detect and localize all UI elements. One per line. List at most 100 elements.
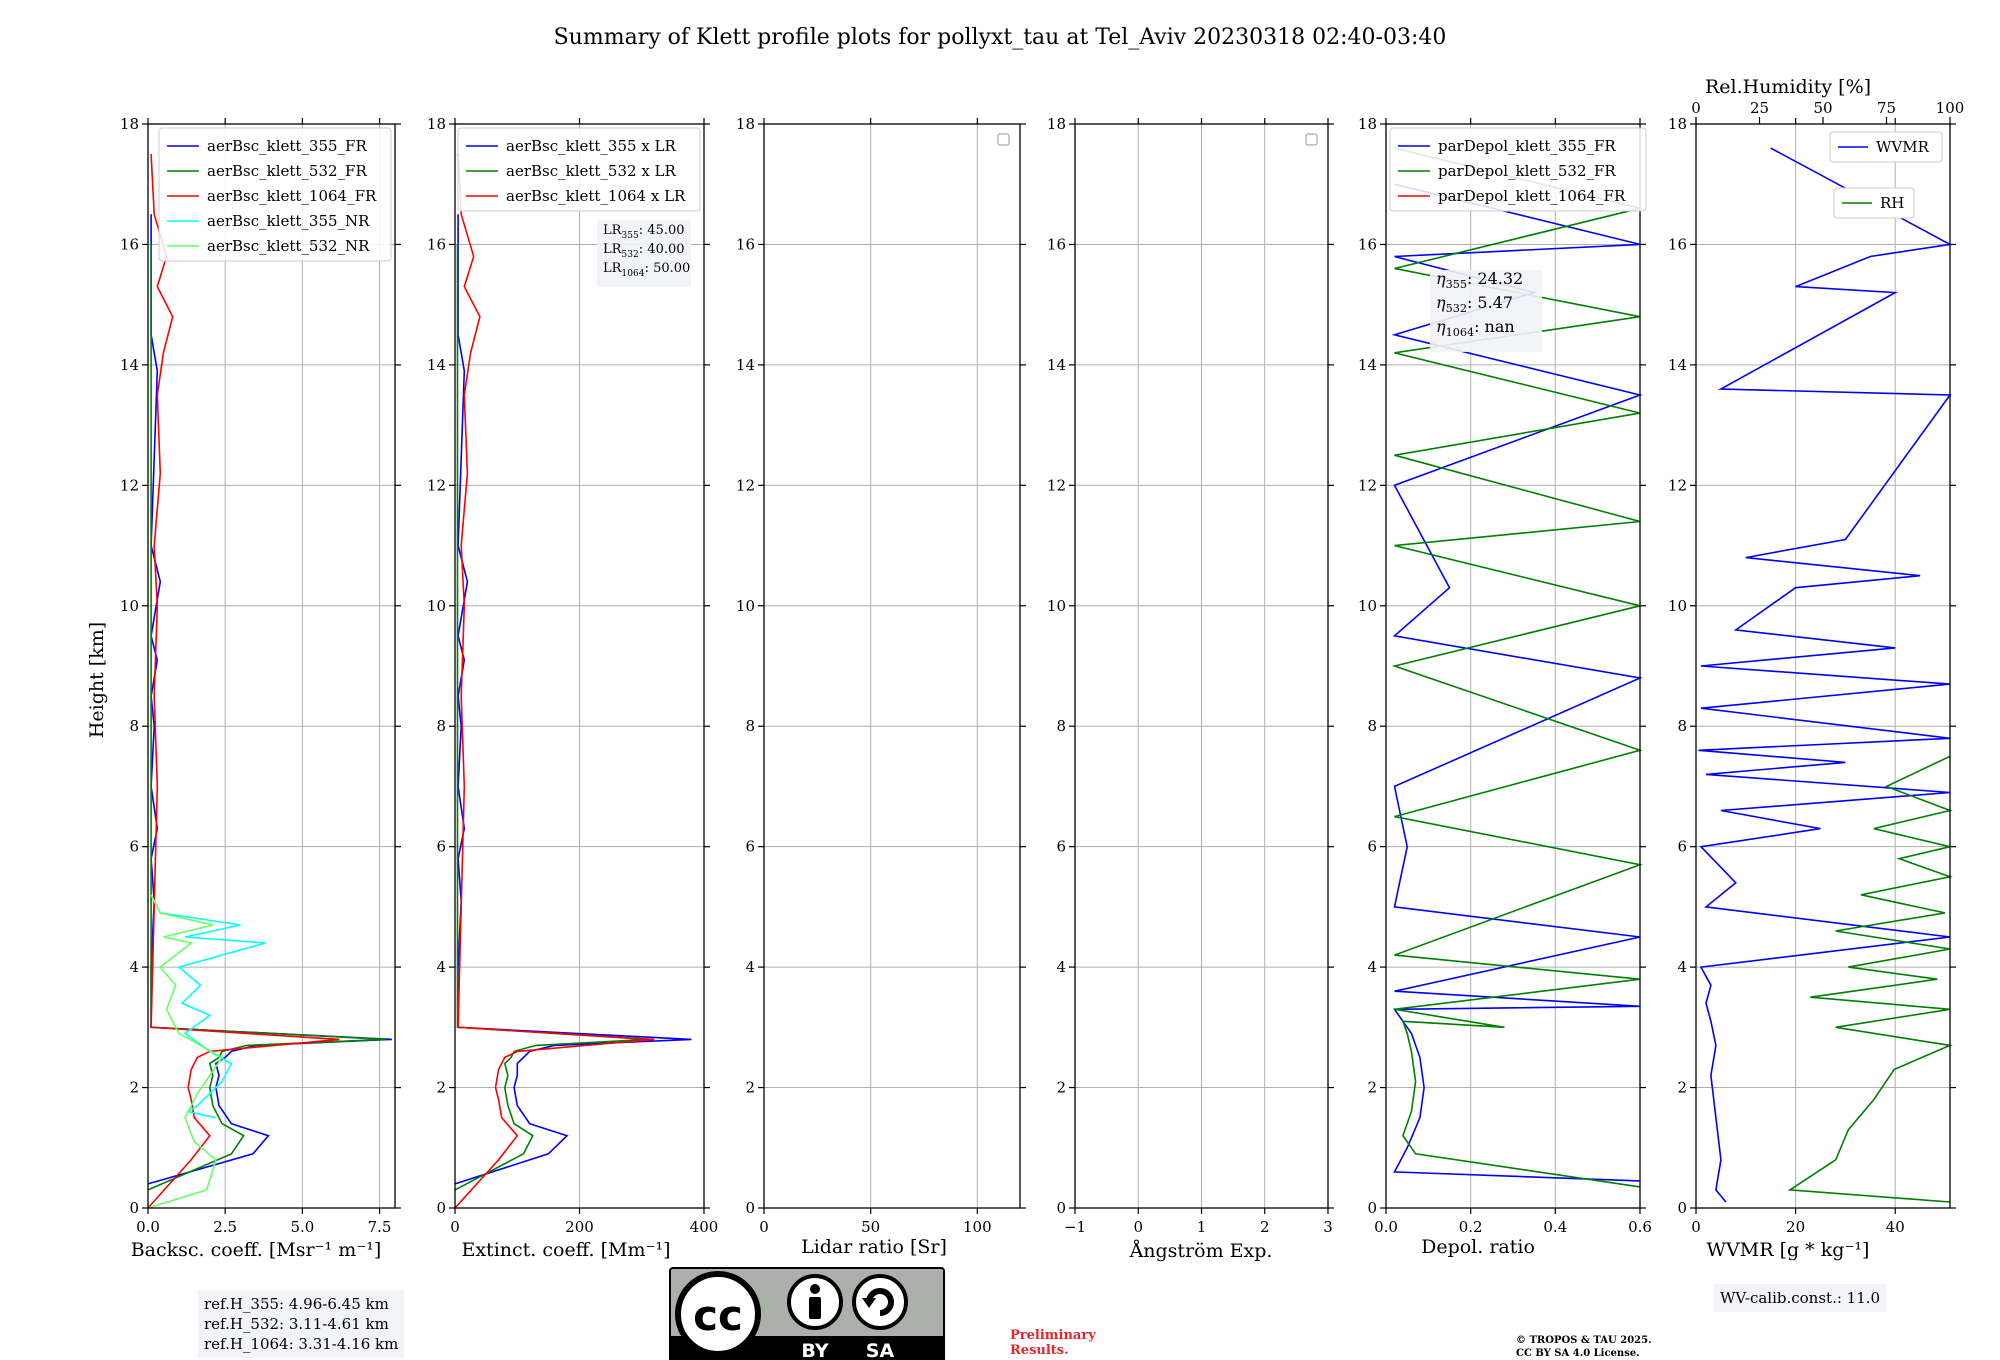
y-tick-label: 12 bbox=[1047, 476, 1066, 494]
panel-depol-xlabel: Depol. ratio bbox=[1421, 1236, 1535, 1258]
legend-label: parDepol_klett_532_FR bbox=[1438, 162, 1616, 180]
y-axis-label: Height [km] bbox=[86, 622, 108, 738]
axes-frame-depol bbox=[1385, 123, 1641, 1209]
y-tick-label: 0 bbox=[129, 1199, 139, 1217]
annotation-line: LR355: 45.00 bbox=[603, 223, 685, 241]
y-tick-label: 12 bbox=[427, 476, 446, 494]
y-tick-label: 0 bbox=[436, 1199, 446, 1217]
y-tick-label: 0 bbox=[1367, 1199, 1377, 1217]
series-RH bbox=[1787, 755, 1953, 1203]
y-tick-label: 0 bbox=[745, 1199, 755, 1217]
y-tick-label: 8 bbox=[1677, 717, 1687, 735]
y-tick-label: 16 bbox=[1668, 235, 1687, 253]
ref-height-1064: ref.H_1064: 3.31-4.16 km bbox=[204, 1335, 399, 1353]
x2-tick-label: 0 bbox=[1691, 99, 1701, 117]
y-tick-label: 2 bbox=[129, 1079, 139, 1097]
axes-frame-wvmr bbox=[1695, 123, 1951, 1209]
y-tick-label: 18 bbox=[1358, 115, 1377, 133]
y-tick-label: 2 bbox=[436, 1079, 446, 1097]
y-tick-label: 4 bbox=[745, 958, 755, 976]
x-tick-label: 0.6 bbox=[1628, 1218, 1652, 1236]
y-tick-label: 12 bbox=[120, 476, 139, 494]
y-tick-label: 16 bbox=[120, 235, 139, 253]
y-tick-label: 10 bbox=[1668, 597, 1687, 615]
empty-legend-box bbox=[1305, 133, 1318, 146]
wv-calib-text: WV-calib.const.: 11.0 bbox=[1720, 1289, 1881, 1307]
x2-tick-label: 25 bbox=[1750, 99, 1769, 117]
y-tick-label: 12 bbox=[1668, 476, 1687, 494]
x-tick-label: 7.5 bbox=[368, 1218, 392, 1236]
axes-frame-lidar-ratio bbox=[763, 123, 1021, 1209]
y-tick-label: 2 bbox=[1677, 1079, 1687, 1097]
panel-extinction: Extinct. coeff. [Mm⁻¹] 0 2 4 6 8 10 12 14 16 18 0 2… bbox=[427, 115, 718, 1261]
x-tick-label: 100 bbox=[963, 1218, 992, 1236]
axes-frame-backscatter bbox=[147, 123, 396, 1209]
legend-label: aerBsc_klett_355_NR bbox=[207, 212, 370, 230]
reference-height-box: ref.H_355: 4.96-6.45 km ref.H_532: 3.11-… bbox=[198, 1290, 405, 1358]
y-tick-label: 6 bbox=[1367, 838, 1377, 856]
y-tick-label: 14 bbox=[1047, 356, 1066, 374]
y-tick-label: 6 bbox=[1677, 838, 1687, 856]
y-tick-label: 10 bbox=[1047, 597, 1066, 615]
panel-wvmr: WVMR [g * kg⁻¹] Rel.Humidity [%] 0 2 4 6 8 10… bbox=[1668, 76, 1964, 1261]
y-tick-label: 18 bbox=[120, 115, 139, 133]
annotation-box bbox=[1430, 270, 1542, 352]
legend-label: aerBsc_klett_1064 x LR bbox=[506, 187, 686, 205]
preliminary-note: Preliminary Results. bbox=[1010, 1328, 1096, 1358]
preliminary-line-1: Preliminary bbox=[1010, 1328, 1096, 1343]
x-tick-label: 20 bbox=[1786, 1218, 1805, 1236]
y-tick-label: 8 bbox=[1056, 717, 1066, 735]
y-tick-label: 16 bbox=[736, 235, 755, 253]
y-tick-label: 4 bbox=[1367, 958, 1377, 976]
sa-share-icon bbox=[852, 1274, 908, 1330]
sa-label: SA bbox=[866, 1340, 895, 1360]
cc-by-sa-logo: cc BY SA bbox=[669, 1267, 945, 1360]
y-tick-label: 6 bbox=[129, 838, 139, 856]
y-tick-label: 8 bbox=[745, 717, 755, 735]
x-tick-label: 0.4 bbox=[1543, 1218, 1567, 1236]
x-tick-label: 0.2 bbox=[1459, 1218, 1483, 1236]
ref-height-355: ref.H_355: 4.96-6.45 km bbox=[204, 1295, 389, 1313]
annotation-line: LR1064: 50.00 bbox=[603, 261, 690, 279]
figure-title: Summary of Klett profile plots for polly… bbox=[554, 25, 1447, 50]
y-tick-label: 0 bbox=[1677, 1199, 1687, 1217]
copyright-line-2: CC BY SA 4.0 License. bbox=[1516, 1348, 1640, 1359]
panel-wvmr-x2label: Rel.Humidity [%] bbox=[1705, 76, 1871, 98]
legend-label: WVMR bbox=[1876, 138, 1930, 156]
y-tick-label: 12 bbox=[736, 476, 755, 494]
y-tick-label: 4 bbox=[436, 958, 446, 976]
y-tick-label: 10 bbox=[120, 597, 139, 615]
by-label: BY bbox=[801, 1340, 828, 1360]
x-tick-label: 50 bbox=[861, 1218, 880, 1236]
x-tick-label: 5.0 bbox=[290, 1218, 314, 1236]
annotation-line: LR532: 40.00 bbox=[603, 242, 685, 260]
y-tick-label: 14 bbox=[736, 356, 755, 374]
series-aerBsc_klett_1064 x LR bbox=[454, 154, 655, 1209]
y-tick-label: 8 bbox=[436, 717, 446, 735]
series-parDepol_klett_355_FR bbox=[1391, 183, 1643, 1182]
y-tick-label: 8 bbox=[1367, 717, 1377, 735]
legend-label: parDepol_klett_1064_FR bbox=[1438, 187, 1626, 205]
y-tick-label: 14 bbox=[427, 356, 446, 374]
panel-backscatter: Backsc. coeff. [Msr⁻¹ m⁻¹] 0 2 4 6 8 10 12 14 16… bbox=[120, 115, 401, 1261]
legend-label: aerBsc_klett_532_NR bbox=[207, 237, 370, 255]
legend-label: aerBsc_klett_355_FR bbox=[207, 137, 367, 155]
legend-label: aerBsc_klett_532_FR bbox=[207, 162, 367, 180]
panel-angstrom-xlabel: Ångström Exp. bbox=[1129, 1240, 1273, 1262]
y-tick-label: 6 bbox=[1056, 838, 1066, 856]
x-tick-label: 40 bbox=[1886, 1218, 1905, 1236]
legend-box bbox=[1389, 127, 1647, 212]
panel-lidar-ratio: Lidar ratio [Sr] 0 2 4 6 8 10 12 14 16 18 0 50 100 bbox=[736, 115, 1026, 1258]
y-tick-label: 10 bbox=[1358, 597, 1377, 615]
y-tick-label: 16 bbox=[1358, 235, 1377, 253]
y-tick-label: 4 bbox=[1056, 958, 1066, 976]
y-tick-label: 6 bbox=[436, 838, 446, 856]
series-aerBsc_klett_532_FR bbox=[147, 244, 386, 1191]
x-tick-label: 0 bbox=[1133, 1218, 1143, 1236]
panel-depol: Depol. ratio 0 2 4 6 8 10 12 14 16 18 0.0 0.2 0.4 0.6… bbox=[1358, 115, 1652, 1258]
cc-mark: cc bbox=[693, 1291, 743, 1340]
x2-tick-label: 100 bbox=[1936, 99, 1965, 117]
y-tick-label: 4 bbox=[1677, 958, 1687, 976]
y-tick-label: 2 bbox=[1367, 1079, 1377, 1097]
x-tick-label: 2.5 bbox=[213, 1218, 237, 1236]
